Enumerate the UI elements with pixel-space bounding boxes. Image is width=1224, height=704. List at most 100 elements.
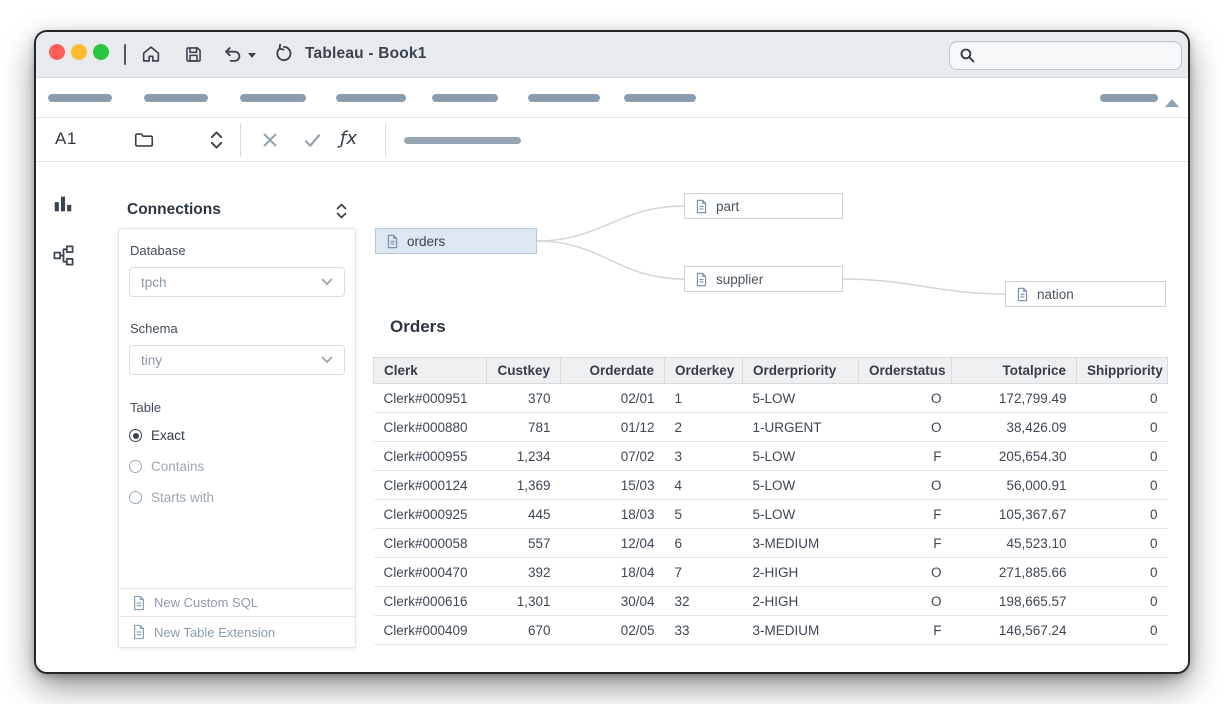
search-box[interactable]	[949, 41, 1182, 70]
cell: 205,654.30	[951, 441, 1077, 471]
menu-item-placeholder[interactable]	[144, 94, 208, 102]
model-node-nation[interactable]: nation	[1005, 281, 1166, 307]
search-input[interactable]	[983, 48, 1173, 63]
schema-value: tiny	[141, 352, 163, 368]
cell: 445	[486, 499, 561, 529]
minimize-window-button[interactable]	[71, 44, 87, 60]
new-table-extension-button[interactable]: New Table Extension	[119, 616, 355, 647]
cell: O	[858, 586, 952, 616]
column-header[interactable]: Shippriority	[1076, 357, 1168, 384]
cell: Clerk#000409	[373, 615, 487, 645]
table-match-radio[interactable]: Contains	[129, 459, 345, 474]
cell-stepper-icon[interactable]	[204, 128, 228, 152]
undo-button[interactable]	[220, 41, 244, 67]
cell: 0	[1076, 528, 1168, 558]
radio-label: Starts with	[151, 490, 215, 505]
model-node-orders[interactable]: orders	[375, 228, 537, 254]
cell: 0	[1076, 557, 1168, 587]
cell: 18/03	[560, 499, 665, 529]
menu-item-placeholder[interactable]	[432, 94, 498, 102]
column-header[interactable]: Clerk	[373, 357, 487, 384]
zoom-window-button[interactable]	[93, 44, 109, 60]
database-label: Database	[130, 243, 186, 258]
cell: 38,426.09	[951, 412, 1077, 442]
menu-item-placeholder[interactable]	[624, 94, 696, 102]
cell: 7	[664, 557, 743, 587]
column-header[interactable]: Orderpriority	[742, 357, 859, 384]
cell: 01/12	[560, 412, 665, 442]
folder-icon[interactable]	[132, 128, 156, 152]
grid-header-row: Clerk Custkey Orderdate Orderkey Orderpriori…	[373, 357, 1168, 384]
cell: 02/05	[560, 615, 665, 645]
save-icon[interactable]	[181, 41, 205, 67]
column-header[interactable]: Totalprice	[951, 357, 1077, 384]
connections-title: Connections	[127, 201, 221, 218]
table-row: Clerk#000616 1,301 30/04 32 2-HIGH O 198,665.5…	[373, 586, 1168, 616]
formula-bar-divider	[240, 123, 241, 157]
app-window: Tableau - Book1 A1 ƒx	[36, 32, 1188, 672]
table-match-radio[interactable]: Starts with	[129, 490, 345, 505]
menu-collapse-arrow-icon[interactable]	[1165, 99, 1179, 107]
preview-table-title: Orders	[390, 317, 446, 336]
cell: 5-LOW	[742, 441, 859, 471]
undo-dropdown-caret[interactable]	[248, 53, 256, 58]
cell: 3	[664, 441, 743, 471]
cell: Clerk#000616	[373, 586, 487, 616]
column-header[interactable]: Orderkey	[664, 357, 743, 384]
cell: 12/04	[560, 528, 665, 558]
table-row: Clerk#000409 670 02/05 33 3-MEDIUM F 146,567.2…	[373, 615, 1168, 645]
menu-item-placeholder[interactable]	[240, 94, 306, 102]
home-button[interactable]	[139, 41, 163, 67]
confirm-formula-icon[interactable]	[300, 128, 324, 152]
menu-item-placeholder[interactable]	[48, 94, 112, 102]
new-custom-sql-button[interactable]: New Custom SQL	[119, 588, 355, 616]
cell: 45,523.10	[951, 528, 1077, 558]
schema-select[interactable]: tiny	[129, 345, 345, 375]
cell: 5	[664, 499, 743, 529]
cell-reference-box[interactable]: A1	[55, 129, 77, 148]
column-header[interactable]: Custkey	[486, 357, 561, 384]
cell: F	[858, 528, 952, 558]
column-header[interactable]: Orderstatus	[858, 357, 952, 384]
node-label: part	[716, 198, 740, 214]
chevron-down-icon	[321, 278, 333, 286]
radio-icon	[129, 460, 142, 473]
cell: 3-MEDIUM	[742, 528, 859, 558]
menu-item-placeholder[interactable]	[336, 94, 406, 102]
close-window-button[interactable]	[49, 44, 65, 60]
table-icon	[696, 272, 707, 286]
sheet-chart-icon[interactable]	[51, 192, 75, 216]
table-match-radio[interactable]: Exact	[129, 428, 345, 443]
table-row: Clerk#000951 370 02/01 1 5-LOW O 172,799.49 0	[373, 383, 1168, 413]
function-fx-button[interactable]: ƒx	[340, 128, 357, 149]
radio-icon	[129, 429, 142, 442]
window-title: Tableau - Book1	[305, 45, 427, 62]
column-header[interactable]: Orderdate	[560, 357, 665, 384]
cell: 1,234	[486, 441, 561, 471]
data-model-icon[interactable]	[51, 243, 75, 267]
connections-collapse-icon[interactable]	[334, 202, 350, 220]
formula-input-placeholder[interactable]	[404, 137, 521, 144]
cell: Clerk#000124	[373, 470, 487, 500]
cell: 4	[664, 470, 743, 500]
cell: 0	[1076, 383, 1168, 413]
menu-item-placeholder[interactable]	[1100, 94, 1158, 102]
model-node-part[interactable]: part	[684, 193, 843, 219]
schema-label: Schema	[130, 321, 178, 336]
redo-history-button[interactable]	[272, 41, 296, 67]
model-node-supplier[interactable]: supplier	[684, 266, 843, 292]
cell: 0	[1076, 615, 1168, 645]
cell: 172,799.49	[951, 383, 1077, 413]
cell: Clerk#000058	[373, 528, 487, 558]
titlebar-divider	[124, 44, 126, 65]
cell: Clerk#000880	[373, 412, 487, 442]
radio-label: Exact	[151, 428, 185, 443]
menu-item-placeholder[interactable]	[528, 94, 600, 102]
table-row: Clerk#000880 781 01/12 2 1-URGENT O 38,426.09 0	[373, 412, 1168, 442]
cell: 5-LOW	[742, 499, 859, 529]
cell: 670	[486, 615, 561, 645]
cancel-formula-icon[interactable]	[258, 128, 282, 152]
preview-table: Clerk Custkey Orderdate Orderkey Orderpriori…	[373, 357, 1168, 645]
table-row: Clerk#000124 1,369 15/03 4 5-LOW O 56,000.91 0	[373, 470, 1168, 500]
database-select[interactable]: tpch	[129, 267, 345, 297]
